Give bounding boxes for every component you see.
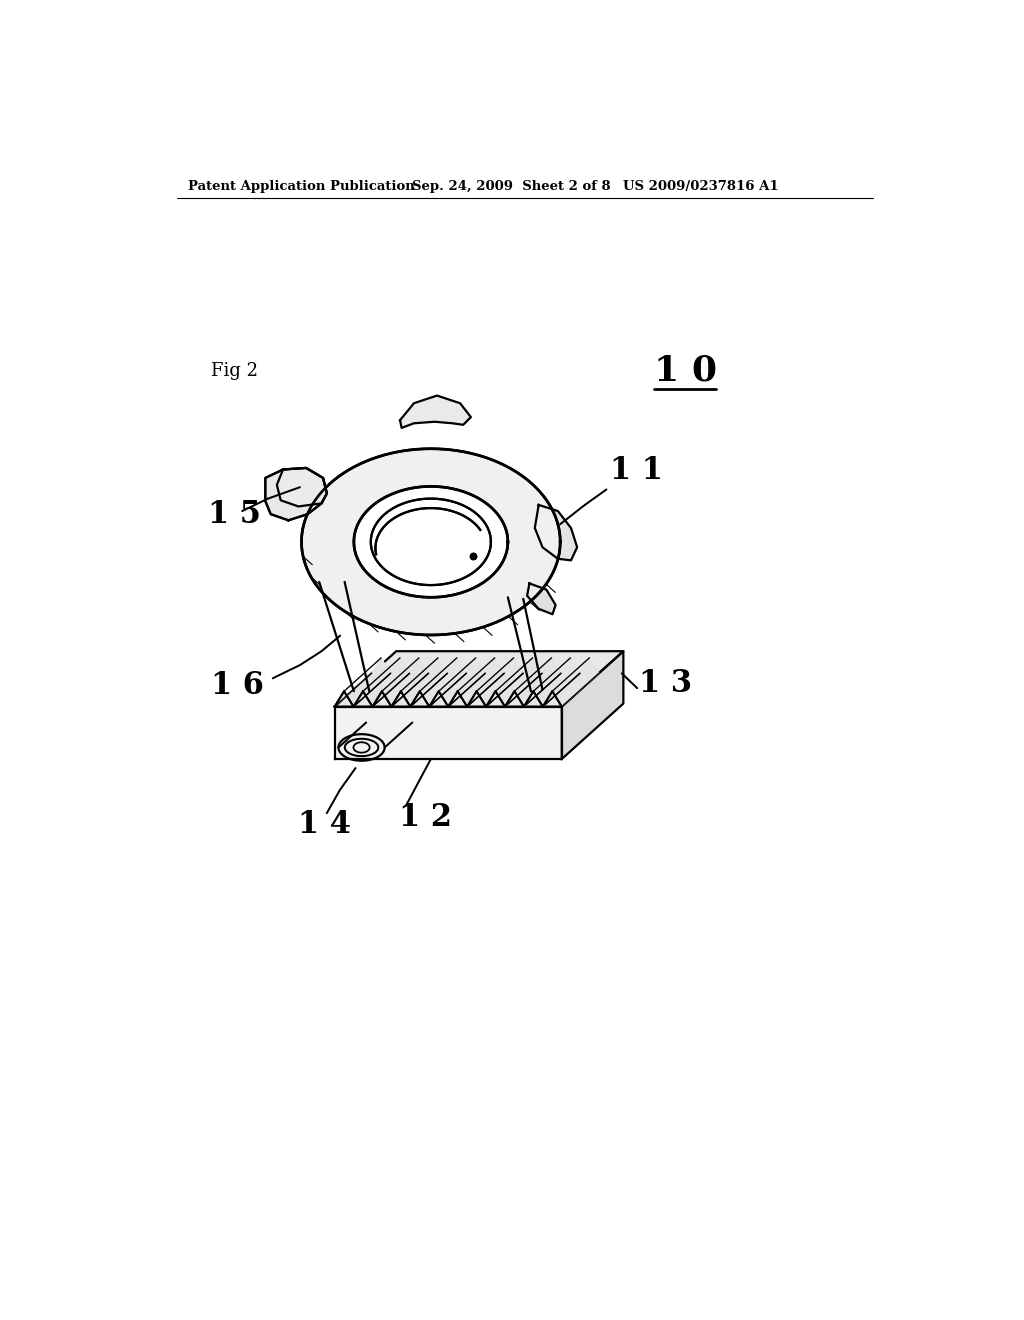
Polygon shape <box>449 657 504 706</box>
Polygon shape <box>527 583 556 614</box>
Text: 1 1: 1 1 <box>609 454 663 486</box>
Text: 1 2: 1 2 <box>398 803 452 833</box>
Polygon shape <box>400 396 471 428</box>
Text: Sep. 24, 2009  Sheet 2 of 8: Sep. 24, 2009 Sheet 2 of 8 <box>412 181 610 194</box>
Text: US 2009/0237816 A1: US 2009/0237816 A1 <box>624 181 779 194</box>
Polygon shape <box>535 506 578 561</box>
Text: 1 6: 1 6 <box>211 671 264 701</box>
Polygon shape <box>335 651 624 706</box>
Text: 1 0: 1 0 <box>654 354 717 388</box>
Polygon shape <box>562 651 624 759</box>
Polygon shape <box>391 657 447 706</box>
Polygon shape <box>354 487 508 597</box>
Polygon shape <box>486 657 542 706</box>
Text: Fig 2: Fig 2 <box>211 363 258 380</box>
Text: Patent Application Publication: Patent Application Publication <box>188 181 415 194</box>
Polygon shape <box>505 657 561 706</box>
Polygon shape <box>335 706 562 759</box>
Polygon shape <box>429 657 485 706</box>
Polygon shape <box>373 657 428 706</box>
Polygon shape <box>411 657 466 706</box>
Polygon shape <box>543 657 599 706</box>
Text: 1 4: 1 4 <box>298 809 351 840</box>
Polygon shape <box>265 469 327 520</box>
Polygon shape <box>276 469 327 507</box>
Polygon shape <box>467 657 523 706</box>
Text: 1 5: 1 5 <box>208 499 260 529</box>
Polygon shape <box>353 657 410 706</box>
Polygon shape <box>335 657 390 706</box>
Polygon shape <box>524 657 580 706</box>
Text: 1 3: 1 3 <box>639 668 692 700</box>
Polygon shape <box>301 449 560 635</box>
